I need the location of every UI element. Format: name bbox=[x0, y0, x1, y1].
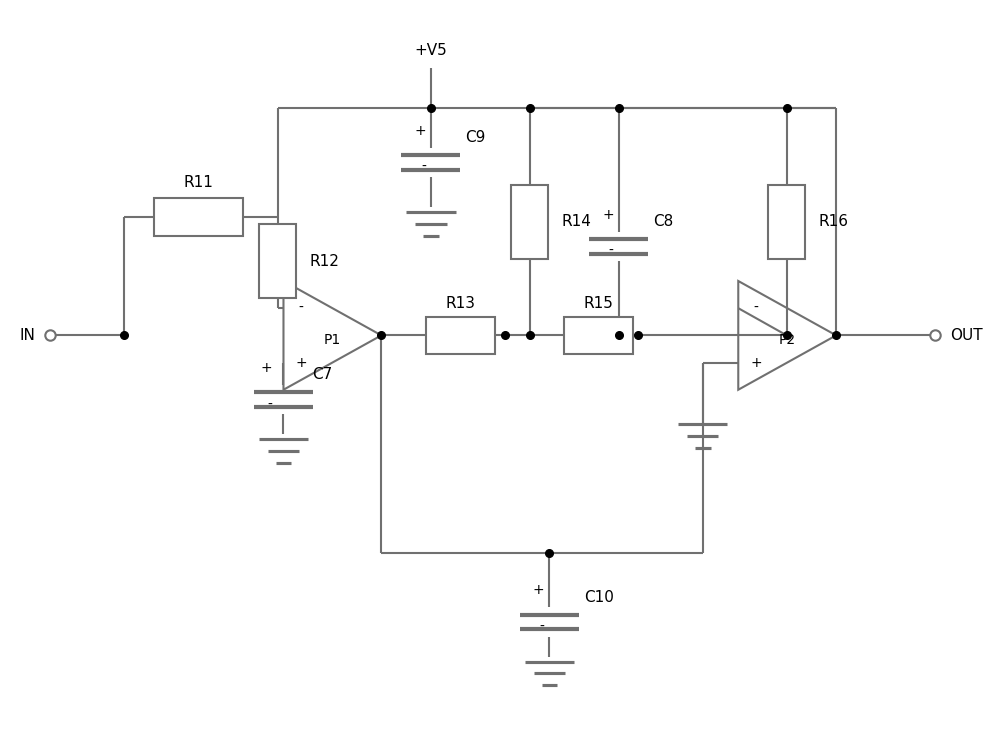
Text: +: + bbox=[533, 584, 544, 598]
Text: C9: C9 bbox=[465, 130, 486, 145]
Text: -: - bbox=[421, 160, 426, 174]
Bar bbox=[768, 184, 805, 259]
Text: R15: R15 bbox=[584, 296, 614, 311]
Text: OUT: OUT bbox=[950, 328, 982, 343]
Bar bbox=[511, 184, 548, 259]
Text: -: - bbox=[268, 398, 273, 412]
Text: -: - bbox=[540, 620, 544, 634]
Text: P1: P1 bbox=[324, 333, 341, 348]
Text: -: - bbox=[754, 301, 759, 315]
Text: +: + bbox=[414, 123, 426, 137]
Text: C10: C10 bbox=[584, 590, 614, 605]
Text: R11: R11 bbox=[184, 175, 213, 190]
Bar bbox=[564, 317, 633, 354]
Bar bbox=[426, 317, 495, 354]
Text: C8: C8 bbox=[653, 214, 673, 229]
Text: -: - bbox=[609, 244, 614, 258]
Text: R13: R13 bbox=[445, 296, 475, 311]
Text: R16: R16 bbox=[818, 214, 848, 229]
Text: R12: R12 bbox=[309, 254, 339, 269]
Text: R14: R14 bbox=[561, 214, 591, 229]
Text: P2: P2 bbox=[779, 333, 796, 348]
Bar bbox=[154, 198, 243, 235]
Text: +V5: +V5 bbox=[414, 43, 447, 58]
Text: -: - bbox=[299, 301, 304, 315]
Text: C7: C7 bbox=[312, 368, 332, 382]
Text: +: + bbox=[295, 356, 307, 370]
Bar bbox=[259, 224, 296, 298]
Text: +: + bbox=[602, 208, 614, 222]
Text: +: + bbox=[261, 361, 273, 375]
Text: +: + bbox=[750, 356, 762, 370]
Text: IN: IN bbox=[19, 328, 35, 343]
